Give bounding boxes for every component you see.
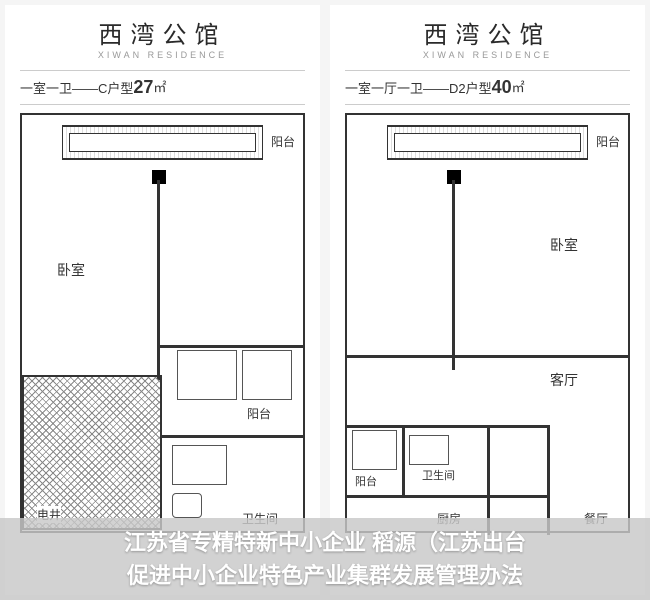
wall [162,435,303,438]
fixture-shower [172,445,227,485]
fixture [352,430,397,470]
ac-unit [62,125,263,160]
brand-subtitle: XIWAN RESIDENCE [20,50,305,60]
wall [157,180,160,380]
label-balcony1: 阳台 [596,133,620,150]
brand-name: 西湾公馆 [345,15,630,50]
label-balcony1: 阳台 [271,133,295,150]
overlay-text: 江苏省专精特新中小企业 稻源（江苏出台 促进中小企业特色产业集群发展管理办法 [124,526,526,592]
floorplan-area-right: 阳台 卧室 客厅 阳台 卫生间 厨房 餐厅 [345,113,630,533]
floorplan-right: 西湾公馆 XIWAN RESIDENCE 一室一厅一卫——D2户型40㎡ 阳台 … [330,5,645,595]
unit-desc: 一室一卫——C户型 [20,81,133,96]
label-bedroom: 卧室 [57,260,85,280]
wall [347,425,548,428]
overlay-line2: 促进中小企业特色产业集群发展管理办法 [127,563,523,588]
fixture-sink [177,350,237,400]
fixture-stove [242,350,292,400]
brand-block: 西湾公馆 XIWAN RESIDENCE [345,15,630,60]
wall [402,425,405,495]
ac-inner [69,133,256,152]
label-balcony2: 阳台 [247,405,271,422]
area-num: 27 [133,77,153,97]
unit-title-right: 一室一厅一卫——D2户型40㎡ [345,70,630,105]
wall [160,345,303,348]
area-num: 40 [492,77,512,97]
container: 西湾公馆 XIWAN RESIDENCE 一室一卫——C户型27㎡ 阳台 卧室 … [0,0,650,600]
overlay-line1: 江苏省专精特新中小企业 稻源（江苏出台 [124,530,526,555]
label-living: 客厅 [550,370,578,390]
wall [452,180,455,370]
floorplan-area-left: 阳台 卧室 阳台 卫生间 电井 [20,113,305,533]
label-balcony2: 阳台 [355,473,377,489]
wall [347,355,628,358]
label-bedroom: 卧室 [550,235,578,255]
area-unit: ㎡ [153,80,166,95]
brand-name: 西湾公馆 [20,15,305,50]
ac-inner [394,133,581,152]
floorplan-left: 西湾公馆 XIWAN RESIDENCE 一室一卫——C户型27㎡ 阳台 卧室 … [5,5,320,595]
fixture-bath [409,435,449,465]
wall [347,495,547,498]
area-unit: ㎡ [512,80,525,95]
label-bathroom: 卫生间 [422,467,455,483]
text-overlay: 江苏省专精特新中小企业 稻源（江苏出台 促进中小企业特色产业集群发展管理办法 [0,518,650,600]
unit-title-left: 一室一卫——C户型27㎡ [20,70,305,105]
ac-unit [387,125,588,160]
unit-desc: 一室一厅一卫——D2户型 [345,81,492,96]
brand-subtitle: XIWAN RESIDENCE [345,50,630,60]
fixture-toilet [172,493,202,518]
brand-block: 西湾公馆 XIWAN RESIDENCE [20,15,305,60]
